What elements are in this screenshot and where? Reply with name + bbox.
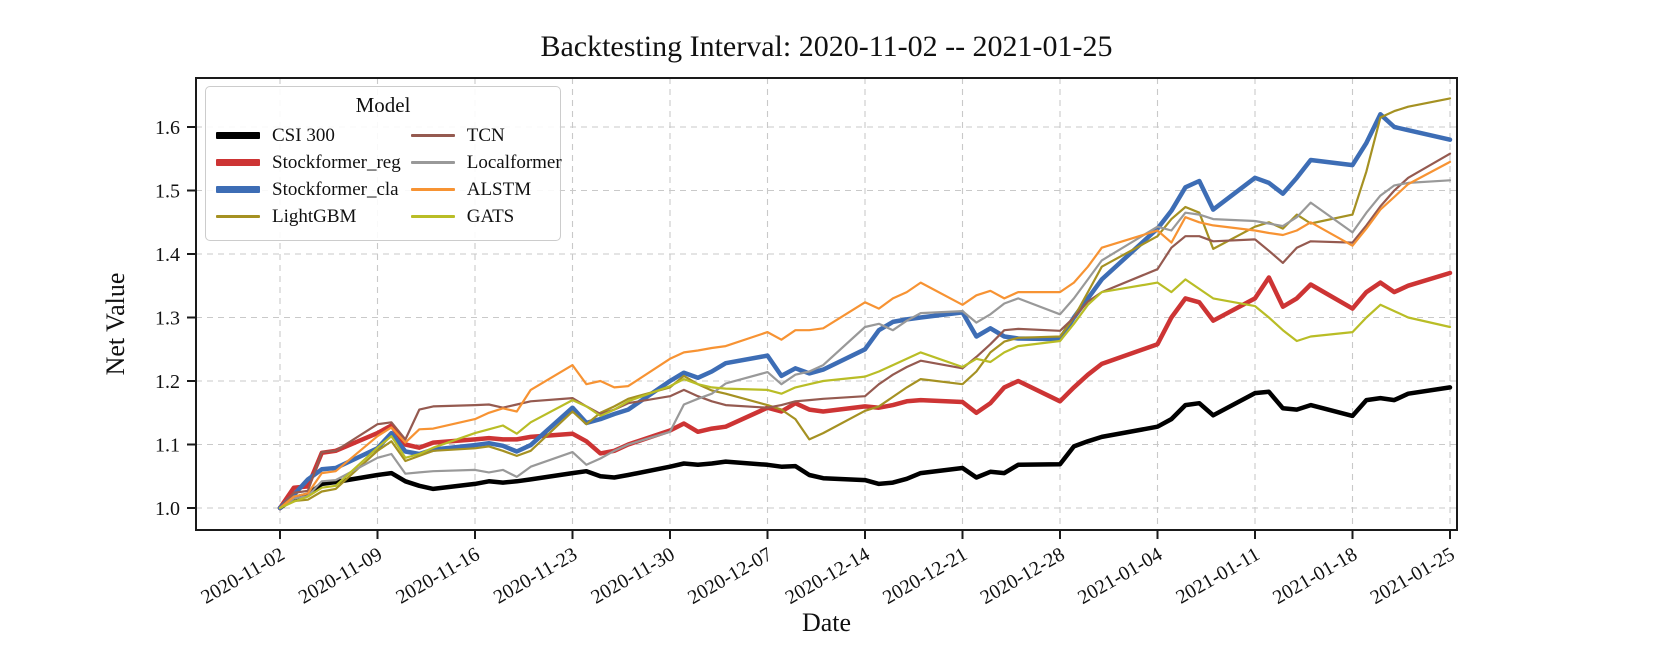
x-tick-label: 2020-11-30 [587, 543, 678, 608]
legend-swatch [410, 215, 455, 218]
x-tick-label: 2020-11-02 [197, 543, 288, 608]
legend-swatch [410, 134, 455, 137]
y-tick-label: 1.4 [155, 244, 180, 266]
legend-item-csi-300: CSI 300 [216, 122, 401, 149]
legend-item-gats: GATS [410, 203, 562, 230]
x-axis-label: Date [801, 608, 852, 637]
legend-swatch [216, 215, 260, 218]
legend-item-tcn: TCN [410, 122, 562, 149]
legend-swatch [216, 186, 260, 193]
x-tick-label: 2021-01-11 [1172, 543, 1263, 608]
y-tick-label: 1.1 [155, 435, 180, 457]
legend-label: GATS [466, 205, 515, 227]
series-lines [277, 97, 1453, 511]
legend-label: TCN [466, 124, 505, 146]
line-gats [278, 278, 1452, 510]
line-alstm [278, 160, 1452, 510]
legend: Model CSI 300 Stockformer_reg Stockformer_… [205, 86, 562, 241]
legend-title: Model [355, 93, 411, 117]
line-tcn [278, 152, 1452, 510]
x-tick-label: 2021-01-04 [1074, 543, 1166, 609]
legend-item-lightgbm: LightGBM [216, 203, 401, 230]
legend-label: CSI 300 [272, 124, 335, 146]
legend-label: Stockformer_reg [272, 151, 401, 173]
legend-grid: CSI 300 Stockformer_reg Stockformer_cla Lig… [216, 122, 562, 230]
x-tick-label: 2020-12-21 [879, 543, 971, 609]
line-stockformer-cla [277, 112, 1453, 511]
legend-swatch [216, 159, 260, 166]
line-lightgbm [278, 97, 1452, 510]
legend-swatch [410, 161, 455, 164]
x-tick-label: 2020-11-09 [295, 543, 386, 608]
y-tick-label: 1.2 [155, 371, 180, 393]
x-tick-label: 2021-01-18 [1269, 543, 1361, 609]
legend-swatch [410, 188, 455, 191]
legend-item-stockformer-reg: Stockformer_reg [216, 149, 401, 176]
legend-label: Localformer [466, 151, 562, 173]
legend-label: ALSTM [466, 178, 532, 200]
line-stockformer-reg [277, 270, 1453, 511]
legend-item-stockformer-cla: Stockformer_cla [216, 176, 401, 203]
line-csi-300 [277, 385, 1453, 511]
x-tick-label: 2021-01-25 [1367, 543, 1459, 609]
x-tick-label: 2020-12-07 [684, 543, 776, 609]
plot-border [195, 77, 1458, 531]
y-tick-label: 1.3 [155, 308, 180, 330]
x-tick-label: 2020-11-23 [490, 543, 581, 608]
legend-item-alstm: ALSTM [410, 176, 562, 203]
legend-label: Stockformer_cla [272, 178, 399, 200]
y-axis-label: Net Value [101, 272, 130, 376]
x-tick-label: 2020-12-14 [782, 543, 874, 609]
legend-label: LightGBM [272, 205, 357, 227]
chart-title: Backtesting Interval: 2020-11-02 -- 2021… [540, 30, 1113, 63]
y-tick-label: 1.6 [155, 117, 180, 139]
y-tick-label: 1.0 [155, 498, 180, 520]
legend-item-localformer: Localformer [410, 149, 562, 176]
y-tick-label: 1.5 [155, 181, 180, 203]
x-tick-label: 2020-12-28 [977, 543, 1069, 609]
x-tick-label: 2020-11-16 [392, 543, 483, 608]
line-localformer [278, 179, 1452, 510]
axis-ticks [187, 126, 1451, 539]
legend-swatch [216, 132, 260, 139]
